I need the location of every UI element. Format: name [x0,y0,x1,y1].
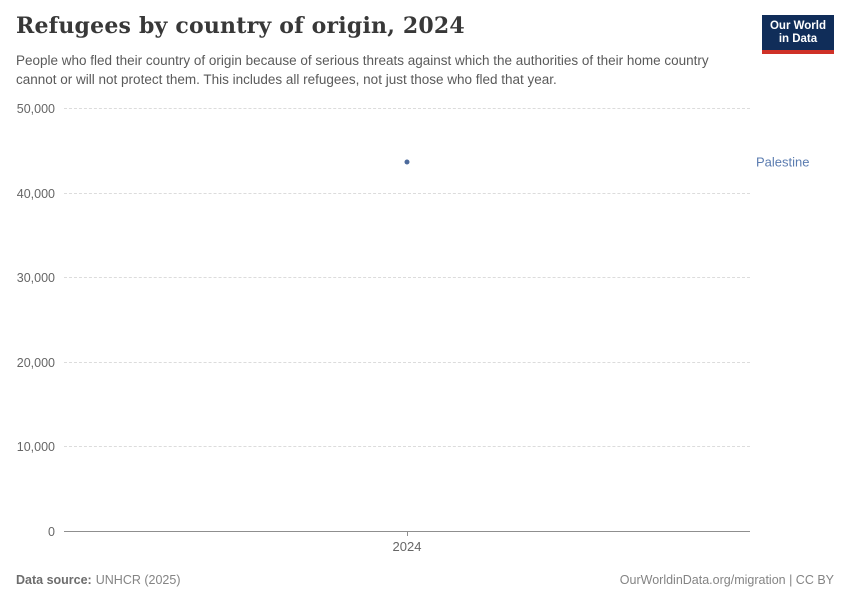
data-point[interactable] [404,159,410,165]
y-tick-label: 30,000 [16,271,55,286]
y-gridline: 50,000 [17,102,750,116]
y-gridline: 20,000 [17,356,750,370]
y-tick-label: 20,000 [16,355,55,370]
y-tick-label: 50,000 [16,102,55,116]
y-tick-label: 40,000 [16,186,55,201]
chart-title: Refugees by country of origin, 2024 [16,13,465,39]
chart-subtitle: People who fled their country of origin … [16,53,709,87]
owid-logo[interactable]: Our World in Data [761,15,834,54]
y-gridline: 40,000 [17,187,750,201]
x-axis-baseline: 0 [48,525,750,539]
chart-footer: Data source: UNHCR (2025) OurWorldinData.… [16,573,834,587]
owid-logo-line2: in Data [778,33,818,45]
x-tick-label: 2024 [392,539,422,554]
data-source-value: UNHCR (2025) [95,573,181,587]
x-axis-tick [407,532,408,536]
series-label[interactable]: Palestine [756,154,810,170]
license-note[interactable]: OurWorldinData.org/migration | CC BY [619,573,834,587]
y-tick-label: 10,000 [16,440,55,455]
owid-logo-line1: Our World [769,20,826,32]
y-gridline: 10,000 [17,440,750,454]
y-tick-label: 0 [48,525,55,539]
data-source: Data source: UNHCR (2025) [16,573,180,587]
data-source-label: Data source: [16,573,92,587]
plot-area: 2024 Palestine 0 10,000 20,000 30,000 40,000… [17,102,810,554]
y-gridline: 30,000 [17,271,750,285]
